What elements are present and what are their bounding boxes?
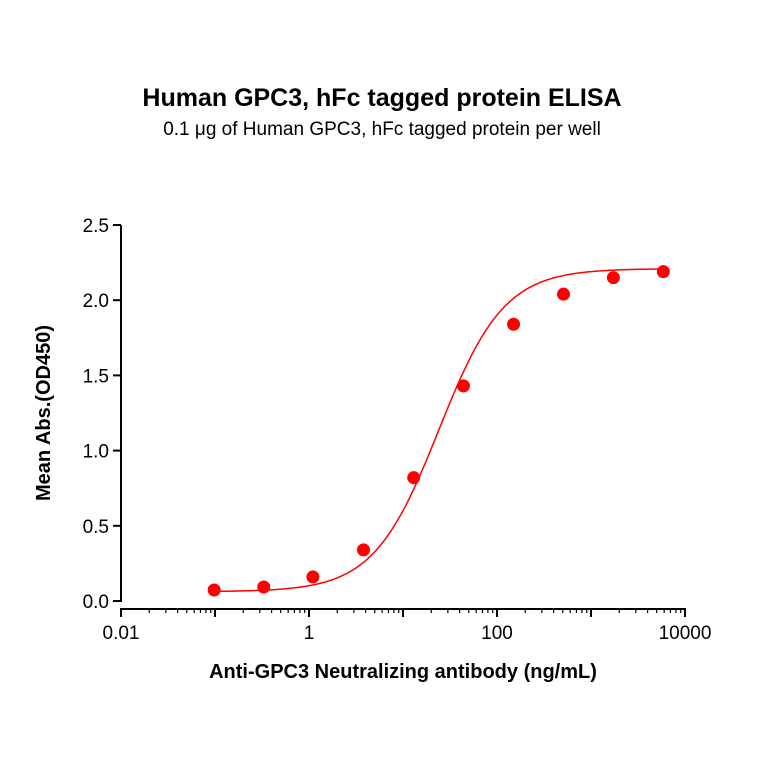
data-point [557, 287, 571, 301]
y-tick-label: 1.5 [83, 366, 109, 387]
data-point [606, 271, 620, 285]
data-point [257, 580, 271, 594]
data-point [507, 317, 521, 331]
x-tick-label: 1 [304, 623, 315, 644]
y-axis-label: Mean Abs.(OD450) [33, 325, 55, 501]
y-tick-label: 2.5 [83, 216, 109, 237]
data-point [656, 265, 670, 279]
y-tick-label: 0.0 [83, 592, 109, 613]
x-tick-label: 0.01 [103, 623, 140, 644]
fit-curve [214, 268, 664, 593]
y-tick-label: 1.0 [83, 442, 109, 463]
chart-subtitle: 0.1 μg of Human GPC3, hFc tagged protein… [163, 119, 601, 140]
x-axis-label: Anti-GPC3 Neutralizing antibody (ng/mL) [209, 661, 597, 683]
data-point [407, 471, 421, 485]
x-tick-label: 10000 [659, 623, 712, 644]
data-point [456, 379, 470, 393]
x-tick-label: 100 [481, 623, 513, 644]
data-point [207, 583, 221, 597]
data-point [306, 570, 320, 584]
y-tick-label: 0.5 [83, 517, 109, 538]
y-tick-label: 2.0 [83, 291, 109, 312]
data-point [356, 543, 370, 557]
chart-title: Human GPC3, hFc tagged protein ELISA [142, 84, 622, 112]
